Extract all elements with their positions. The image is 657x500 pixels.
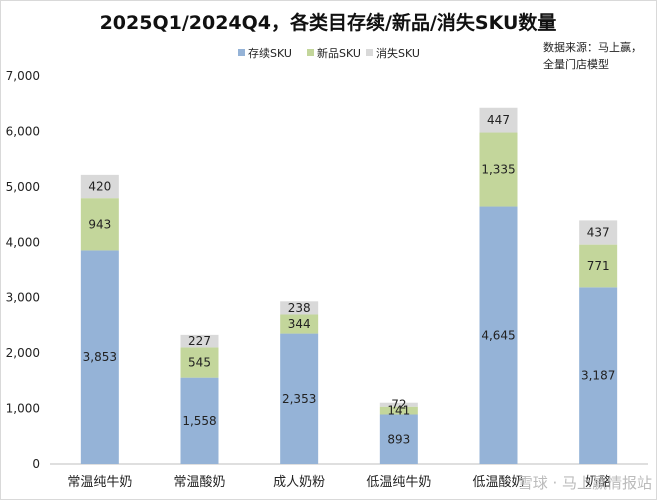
y-tick-label: 4,000 [6, 235, 40, 249]
legend-swatch [307, 49, 314, 56]
x-tick-label: 常温酸奶 [173, 475, 225, 490]
data-label: 943 [88, 217, 111, 231]
y-tick-label: 7,000 [6, 69, 40, 83]
x-tick-label: 低温酸奶 [472, 475, 524, 490]
bar-segment [280, 333, 319, 464]
bar-segment [80, 174, 119, 199]
bar-segment [379, 414, 418, 464]
y-tick-label: 2,000 [6, 346, 40, 360]
data-label: 3,187 [581, 369, 615, 383]
data-labels: 3,8539434201,5585452272,3533442388931417… [83, 113, 616, 446]
legend-swatch [238, 49, 245, 56]
data-label: 3,853 [83, 350, 117, 364]
legend-label: 消失SKU [376, 46, 420, 60]
data-label: 72 [391, 398, 406, 412]
legend: 存续SKU 新品SKU 消失SKU [238, 46, 420, 60]
data-label: 344 [288, 317, 311, 331]
data-label: 238 [288, 301, 311, 315]
data-label: 771 [587, 259, 610, 273]
bar-segment [180, 334, 219, 348]
chart-title: 2025Q1/2024Q4，各类目存续/新品/消失SKU数量 [100, 11, 557, 34]
x-tick-label: 成人奶粉 [273, 475, 325, 490]
bar-segment [579, 287, 618, 464]
bar-segment [379, 402, 418, 407]
data-label: 227 [188, 334, 211, 348]
bar-segment [180, 377, 219, 464]
bar-segment [379, 406, 418, 415]
x-tick-label: 奶酪 [585, 474, 611, 490]
data-label: 1,558 [182, 414, 216, 428]
y-tick-label: 3,000 [6, 291, 40, 305]
axes: 0 1,000 2,000 3,000 4,000 5,000 6,000 7,000 常温纯牛… [6, 69, 648, 490]
bar-segment [80, 198, 119, 251]
y-tick-label: 1,000 [6, 402, 40, 416]
x-tick-label: 低温纯牛奶 [366, 475, 431, 490]
data-label: 893 [387, 432, 410, 446]
watermark: 雪球 · 马上赢情报站 [518, 474, 652, 492]
data-label: 2,353 [282, 392, 316, 406]
data-label: 1,335 [481, 163, 515, 177]
bar-segment [280, 314, 319, 334]
source-note-line-2: 全量门店模型 [543, 57, 609, 71]
legend-swatch [366, 49, 373, 56]
data-label: 545 [188, 356, 211, 370]
y-tick-label: 5,000 [6, 180, 40, 194]
source-note-line-1: 数据来源：马上赢， [543, 40, 642, 54]
x-tick-label: 常温纯牛奶 [67, 475, 132, 490]
y-tick-label: 0 [32, 457, 40, 471]
data-label: 447 [487, 113, 510, 127]
bar-segment [579, 244, 618, 288]
bar-segment [479, 107, 518, 133]
bar-segment [80, 250, 119, 464]
y-tick-label: 6,000 [6, 124, 40, 138]
bar-segment [579, 220, 618, 245]
bar-segment [479, 206, 518, 464]
bars [80, 107, 618, 464]
data-label: 141 [387, 404, 410, 418]
bar-segment [479, 132, 518, 207]
data-label: 4,645 [481, 328, 515, 342]
data-label: 420 [88, 180, 111, 194]
data-label: 437 [587, 226, 610, 240]
bar-segment [180, 347, 219, 378]
legend-label: 新品SKU [317, 46, 361, 60]
legend-label: 存续SKU [248, 46, 292, 60]
bar-segment [280, 301, 319, 315]
